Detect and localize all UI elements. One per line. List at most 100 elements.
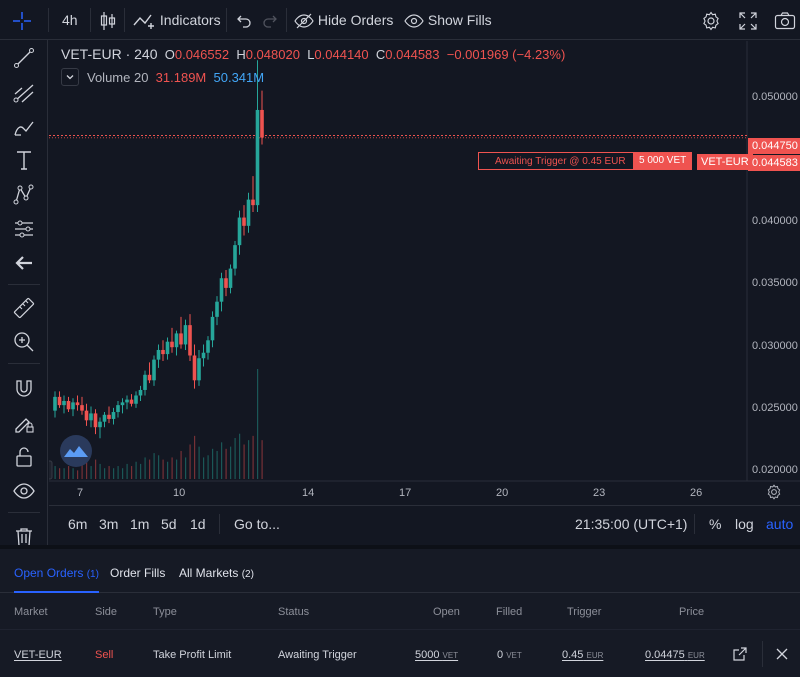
column-header-price: Price: [679, 606, 705, 618]
tab-order-fills[interactable]: Order Fills: [110, 549, 165, 593]
volume-bar: [63, 468, 65, 479]
candle-body: [80, 405, 84, 411]
candle-body: [215, 301, 219, 317]
candle-body: [197, 358, 201, 381]
order-market-link[interactable]: VET-EUR: [14, 649, 62, 661]
range-1m-button[interactable]: 1m: [130, 516, 150, 532]
y-tick-label: 0.020000: [752, 464, 798, 476]
volume-bar: [140, 463, 142, 479]
tab-open-orders-count: (1): [86, 569, 99, 580]
volume-bar: [72, 468, 74, 479]
candle-body: [165, 341, 170, 355]
candle-body: [129, 399, 134, 404]
candles-icon[interactable]: [100, 0, 116, 40]
candle-body: [183, 325, 188, 345]
open-external-icon[interactable]: [733, 647, 747, 666]
settings-gear-icon[interactable]: [701, 0, 721, 40]
volume-bar: [207, 455, 209, 479]
candle-body: [219, 278, 224, 302]
hide-orders-button[interactable]: Hide Orders: [294, 0, 393, 40]
order-trigger-unit: EUR: [586, 651, 604, 660]
volume-bar: [86, 461, 88, 479]
indicators-button[interactable]: Indicators: [132, 0, 221, 40]
trigger-price-tag: 0.044750: [748, 138, 800, 154]
crosshair-icon[interactable]: [10, 0, 34, 40]
candle-body: [116, 405, 120, 413]
x-tick-label: 20: [496, 487, 509, 499]
volume-bar: [117, 466, 119, 479]
legend-close-label: C: [375, 47, 386, 62]
table-divider: [0, 629, 800, 630]
redo-icon[interactable]: [262, 0, 278, 40]
range-6m-button[interactable]: 6m: [68, 516, 88, 532]
column-header-status: Status: [278, 606, 310, 618]
prediction-icon[interactable]: [8, 214, 40, 244]
magnet-icon[interactable]: [8, 374, 40, 404]
candle-body: [93, 413, 98, 428]
fib-retracement-icon[interactable]: [8, 78, 40, 108]
range-5d-button[interactable]: 5d: [161, 516, 177, 532]
order-trigger-value: 0.45: [562, 649, 584, 661]
order-open-amount[interactable]: 5000 VET: [415, 649, 458, 661]
visibility-eye-icon[interactable]: [8, 476, 40, 506]
brush-icon[interactable]: [8, 113, 40, 143]
volume-bar: [167, 461, 169, 479]
percent-scale-toggle[interactable]: %: [709, 516, 722, 532]
column-header-trigger: Trigger: [567, 606, 602, 618]
x-tick-label: 17: [399, 487, 412, 499]
chart-bottom-toolbar: 6m 3m 1m 5d 1d Go to... 21:35:00 (UTC+1)…: [49, 505, 800, 541]
column-header-market: Market: [14, 606, 48, 618]
log-scale-toggle[interactable]: log: [735, 516, 754, 532]
legend-change: −0.001969 (−4.23%): [446, 47, 566, 62]
order-trigger-price[interactable]: 0.45 EUR: [562, 649, 603, 661]
candle-body: [156, 349, 161, 360]
order-side: Sell: [95, 649, 114, 661]
range-1d-button[interactable]: 1d: [190, 516, 206, 532]
undo-icon[interactable]: [236, 0, 252, 40]
timezone-clock[interactable]: 21:35:00 (UTC+1): [575, 516, 688, 532]
tab-open-orders[interactable]: Open Orders (1): [14, 549, 99, 593]
tool-divider: [8, 284, 40, 285]
collapse-legend-button[interactable]: [61, 68, 79, 86]
fullscreen-icon[interactable]: [738, 0, 758, 40]
volume-bar: [122, 468, 124, 479]
order-open-unit: VET: [442, 651, 459, 660]
goto-date-button[interactable]: Go to...: [234, 516, 280, 532]
pencil-lock-icon[interactable]: [8, 408, 40, 438]
candle-body: [138, 389, 143, 396]
orders-tabs: Open Orders (1) Order Fills All Markets …: [0, 549, 800, 593]
lock-icon[interactable]: [8, 442, 40, 472]
trend-line-icon[interactable]: [8, 43, 40, 73]
candle-body: [152, 359, 156, 381]
text-tool-icon[interactable]: [8, 145, 40, 175]
tab-all-markets[interactable]: All Markets (2): [179, 549, 254, 593]
order-line-label[interactable]: Awaiting Trigger @ 0.45 EUR: [478, 152, 639, 170]
candle-body: [143, 374, 147, 390]
y-tick-label: 0.050000: [752, 91, 798, 103]
candle-body: [179, 333, 183, 345]
range-3m-button[interactable]: 3m: [99, 516, 119, 532]
show-fills-button[interactable]: Show Fills: [404, 0, 492, 40]
volume-bar: [158, 455, 160, 479]
back-arrow-icon[interactable]: [8, 248, 40, 278]
interval-button[interactable]: 4h: [62, 12, 78, 28]
toolbar-divider: [48, 8, 49, 32]
candle-body: [111, 412, 116, 419]
tab-order-fills-label: Order Fills: [110, 566, 166, 580]
pattern-icon[interactable]: [8, 180, 40, 210]
price-chart[interactable]: [49, 41, 800, 545]
legend-interval: 240: [134, 46, 158, 62]
camera-icon[interactable]: [774, 0, 796, 40]
column-header-side: Side: [95, 606, 118, 618]
volume-bar: [144, 457, 146, 479]
ruler-icon[interactable]: [8, 293, 40, 323]
order-quantity-tag[interactable]: 5 000 VET: [633, 152, 693, 170]
axis-settings-gear-icon[interactable]: [766, 484, 782, 505]
auto-scale-toggle[interactable]: auto: [766, 516, 794, 532]
tab-all-markets-count: (2): [241, 569, 254, 580]
zoom-in-icon[interactable]: [8, 327, 40, 357]
order-limit-price[interactable]: 0.04475 EUR: [645, 649, 705, 661]
cancel-order-close-icon[interactable]: [775, 647, 789, 666]
legend-symbol: VET-EUR: [61, 46, 122, 62]
volume-bar: [239, 433, 241, 479]
